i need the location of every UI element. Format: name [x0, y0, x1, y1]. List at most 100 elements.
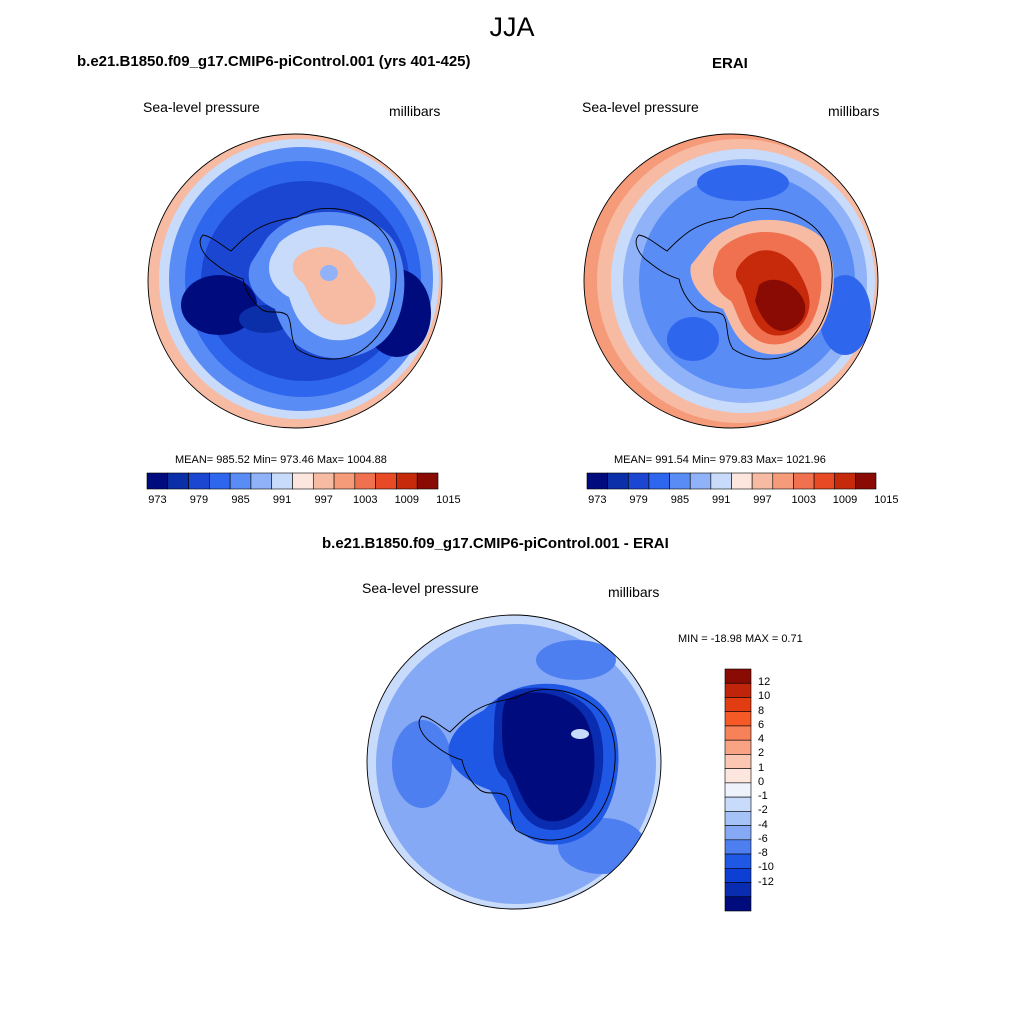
- model-colorbar-tick-label: 1009: [394, 494, 420, 506]
- diff-colorbar-box: [724, 811, 752, 826]
- diff-colorbar-box: [724, 725, 752, 741]
- diff-land-deep: [502, 692, 595, 822]
- diff-colorbar-tick-label: 4: [758, 733, 765, 746]
- diff-colorbar-tick-label: -4: [758, 818, 768, 831]
- obs-colorbar-box: [627, 472, 650, 490]
- diff-colorbar-tick-label: 6: [758, 718, 765, 731]
- model-variable-label: Sea-level pressure: [143, 99, 260, 115]
- model-colorbar-box: [354, 472, 376, 490]
- obs-colorbar-box: [669, 472, 691, 490]
- diff-colorbar-tick-label: 1: [758, 761, 765, 774]
- obs-colorbar-box: [710, 472, 732, 490]
- diff-colorbar-box: [724, 896, 752, 912]
- diff-colorbar-box: [724, 882, 752, 898]
- diff-colorbar-tick-label: -10: [758, 861, 774, 874]
- model-colorbar-tick-label: 1015: [436, 494, 461, 506]
- obs-units-label: millibars: [828, 103, 880, 119]
- obs-panel-title: ERAI: [712, 55, 748, 72]
- model-colorbar-tick-label: 985: [231, 494, 250, 506]
- model-colorbar-box: [229, 472, 252, 490]
- obs-colorbar-box: [793, 472, 815, 490]
- diff-colorbar-box: [724, 711, 752, 727]
- diff-colorbar-tick-label: 10: [758, 690, 771, 703]
- diff-colorbar-box: [724, 739, 752, 755]
- model-colorbar-box: [333, 472, 356, 490]
- obs-ocean-low-west: [667, 317, 719, 361]
- model-colorbar-tick-label: 991: [272, 494, 292, 506]
- obs-colorbar-tick-label: 979: [629, 494, 648, 506]
- diff-colorbar-box: [724, 782, 752, 798]
- diff-colorbar-tick-label: -12: [758, 875, 774, 888]
- model-colorbar-box: [375, 472, 397, 490]
- diff-colorbar-box: [724, 796, 752, 812]
- obs-colorbar-box: [834, 472, 856, 490]
- page-title: JJA: [489, 12, 535, 42]
- model-units-label: millibars: [389, 103, 441, 119]
- model-colorbar-box: [250, 472, 273, 490]
- diff-variable-label: Sea-level pressure: [362, 580, 479, 596]
- model-colorbar-ticks: 973 979 985 991 997 1003 1009 1015: [147, 494, 460, 508]
- diff-colorbar-tick-label: 8: [758, 704, 765, 717]
- obs-colorbar-box: [813, 472, 836, 490]
- model-polar-map: [147, 133, 443, 429]
- diff-colorbar-box: [724, 825, 752, 841]
- obs-colorbar-ticks: 973 979 985 991 997 1003 1009 1015: [587, 494, 898, 508]
- obs-colorbar-box: [772, 472, 794, 490]
- model-colorbar-box: [146, 472, 169, 490]
- model-stats: MEAN= 985.52 Min= 973.46 Max= 1004.88: [175, 454, 387, 466]
- model-colorbar-box: [312, 472, 335, 490]
- diff-colorbar: [724, 668, 752, 912]
- obs-colorbar-tick-label: 991: [711, 494, 731, 506]
- model-colorbar: [146, 472, 439, 490]
- obs-colorbar-tick-label: 973: [588, 494, 607, 506]
- obs-colorbar-tick-label: 1009: [832, 494, 858, 506]
- model-land-high: [292, 246, 376, 325]
- diff-units-label: millibars: [608, 584, 660, 600]
- model-colorbar-box: [209, 472, 231, 490]
- obs-stats: MEAN= 991.54 Min= 979.83 Max= 1021.96: [614, 454, 826, 466]
- diff-colorbar-tick-label: -6: [758, 832, 768, 845]
- diff-colorbar-box: [724, 697, 752, 713]
- obs-colorbar-box: [855, 472, 877, 490]
- model-colorbar-box: [167, 472, 189, 490]
- diff-colorbar-tick-label: 0: [758, 775, 765, 788]
- model-map-border: [147, 133, 443, 429]
- diff-stats: MIN = -18.98 MAX = 0.71: [678, 633, 803, 645]
- obs-colorbar-tick-label: 985: [670, 494, 690, 506]
- model-colorbar-box: [396, 472, 418, 490]
- model-colorbar-tick-label: 1003: [353, 494, 378, 506]
- obs-ocean-low-north: [697, 165, 789, 201]
- diff-colorbar-tick-label: -1: [758, 790, 768, 803]
- obs-colorbar: [586, 472, 877, 490]
- diff-land-spot: [571, 729, 589, 739]
- diff-colorbar-tick-label: 2: [758, 747, 765, 760]
- diff-colorbar-box: [724, 867, 752, 883]
- diff-colorbar-box: [724, 853, 752, 869]
- obs-colorbar-box: [648, 472, 670, 490]
- diff-colorbar-tick-label: -8: [758, 847, 768, 860]
- model-land-dip: [320, 265, 338, 281]
- model-colorbar-box: [416, 472, 439, 490]
- diff-colorbar-box: [724, 839, 752, 855]
- obs-variable-label: Sea-level pressure: [582, 99, 699, 115]
- model-panel-title: b.e21.B1850.f09_g17.CMIP6-piControl.001 …: [77, 53, 471, 70]
- obs-colorbar-box: [751, 472, 774, 490]
- diff-low-north: [536, 640, 616, 680]
- obs-colorbar-tick-label: 1003: [791, 494, 816, 506]
- obs-colorbar-box: [731, 472, 753, 490]
- model-colorbar-box: [271, 472, 293, 490]
- model-colorbar-box: [188, 472, 210, 490]
- diff-colorbar-box: [724, 754, 752, 769]
- diff-colorbar-box: [724, 668, 752, 684]
- diff-coastline: [418, 689, 616, 841]
- model-colorbar-tick-label: 973: [148, 494, 167, 506]
- obs-coastline: [635, 208, 833, 360]
- diff-polar-map: [366, 614, 662, 910]
- obs-land-peak: [755, 279, 806, 331]
- diff-colorbar-tick-label: 12: [758, 676, 771, 689]
- diff-colorbar-ticks: 12 10 8 6 4 2 1 0 -1 -2 -4 -6 -8 -10 -12: [758, 669, 798, 911]
- diff-low-west: [392, 720, 452, 808]
- obs-colorbar-tick-label: 997: [753, 494, 772, 506]
- diff-colorbar-box: [724, 682, 752, 698]
- model-colorbar-tick-label: 997: [314, 494, 333, 506]
